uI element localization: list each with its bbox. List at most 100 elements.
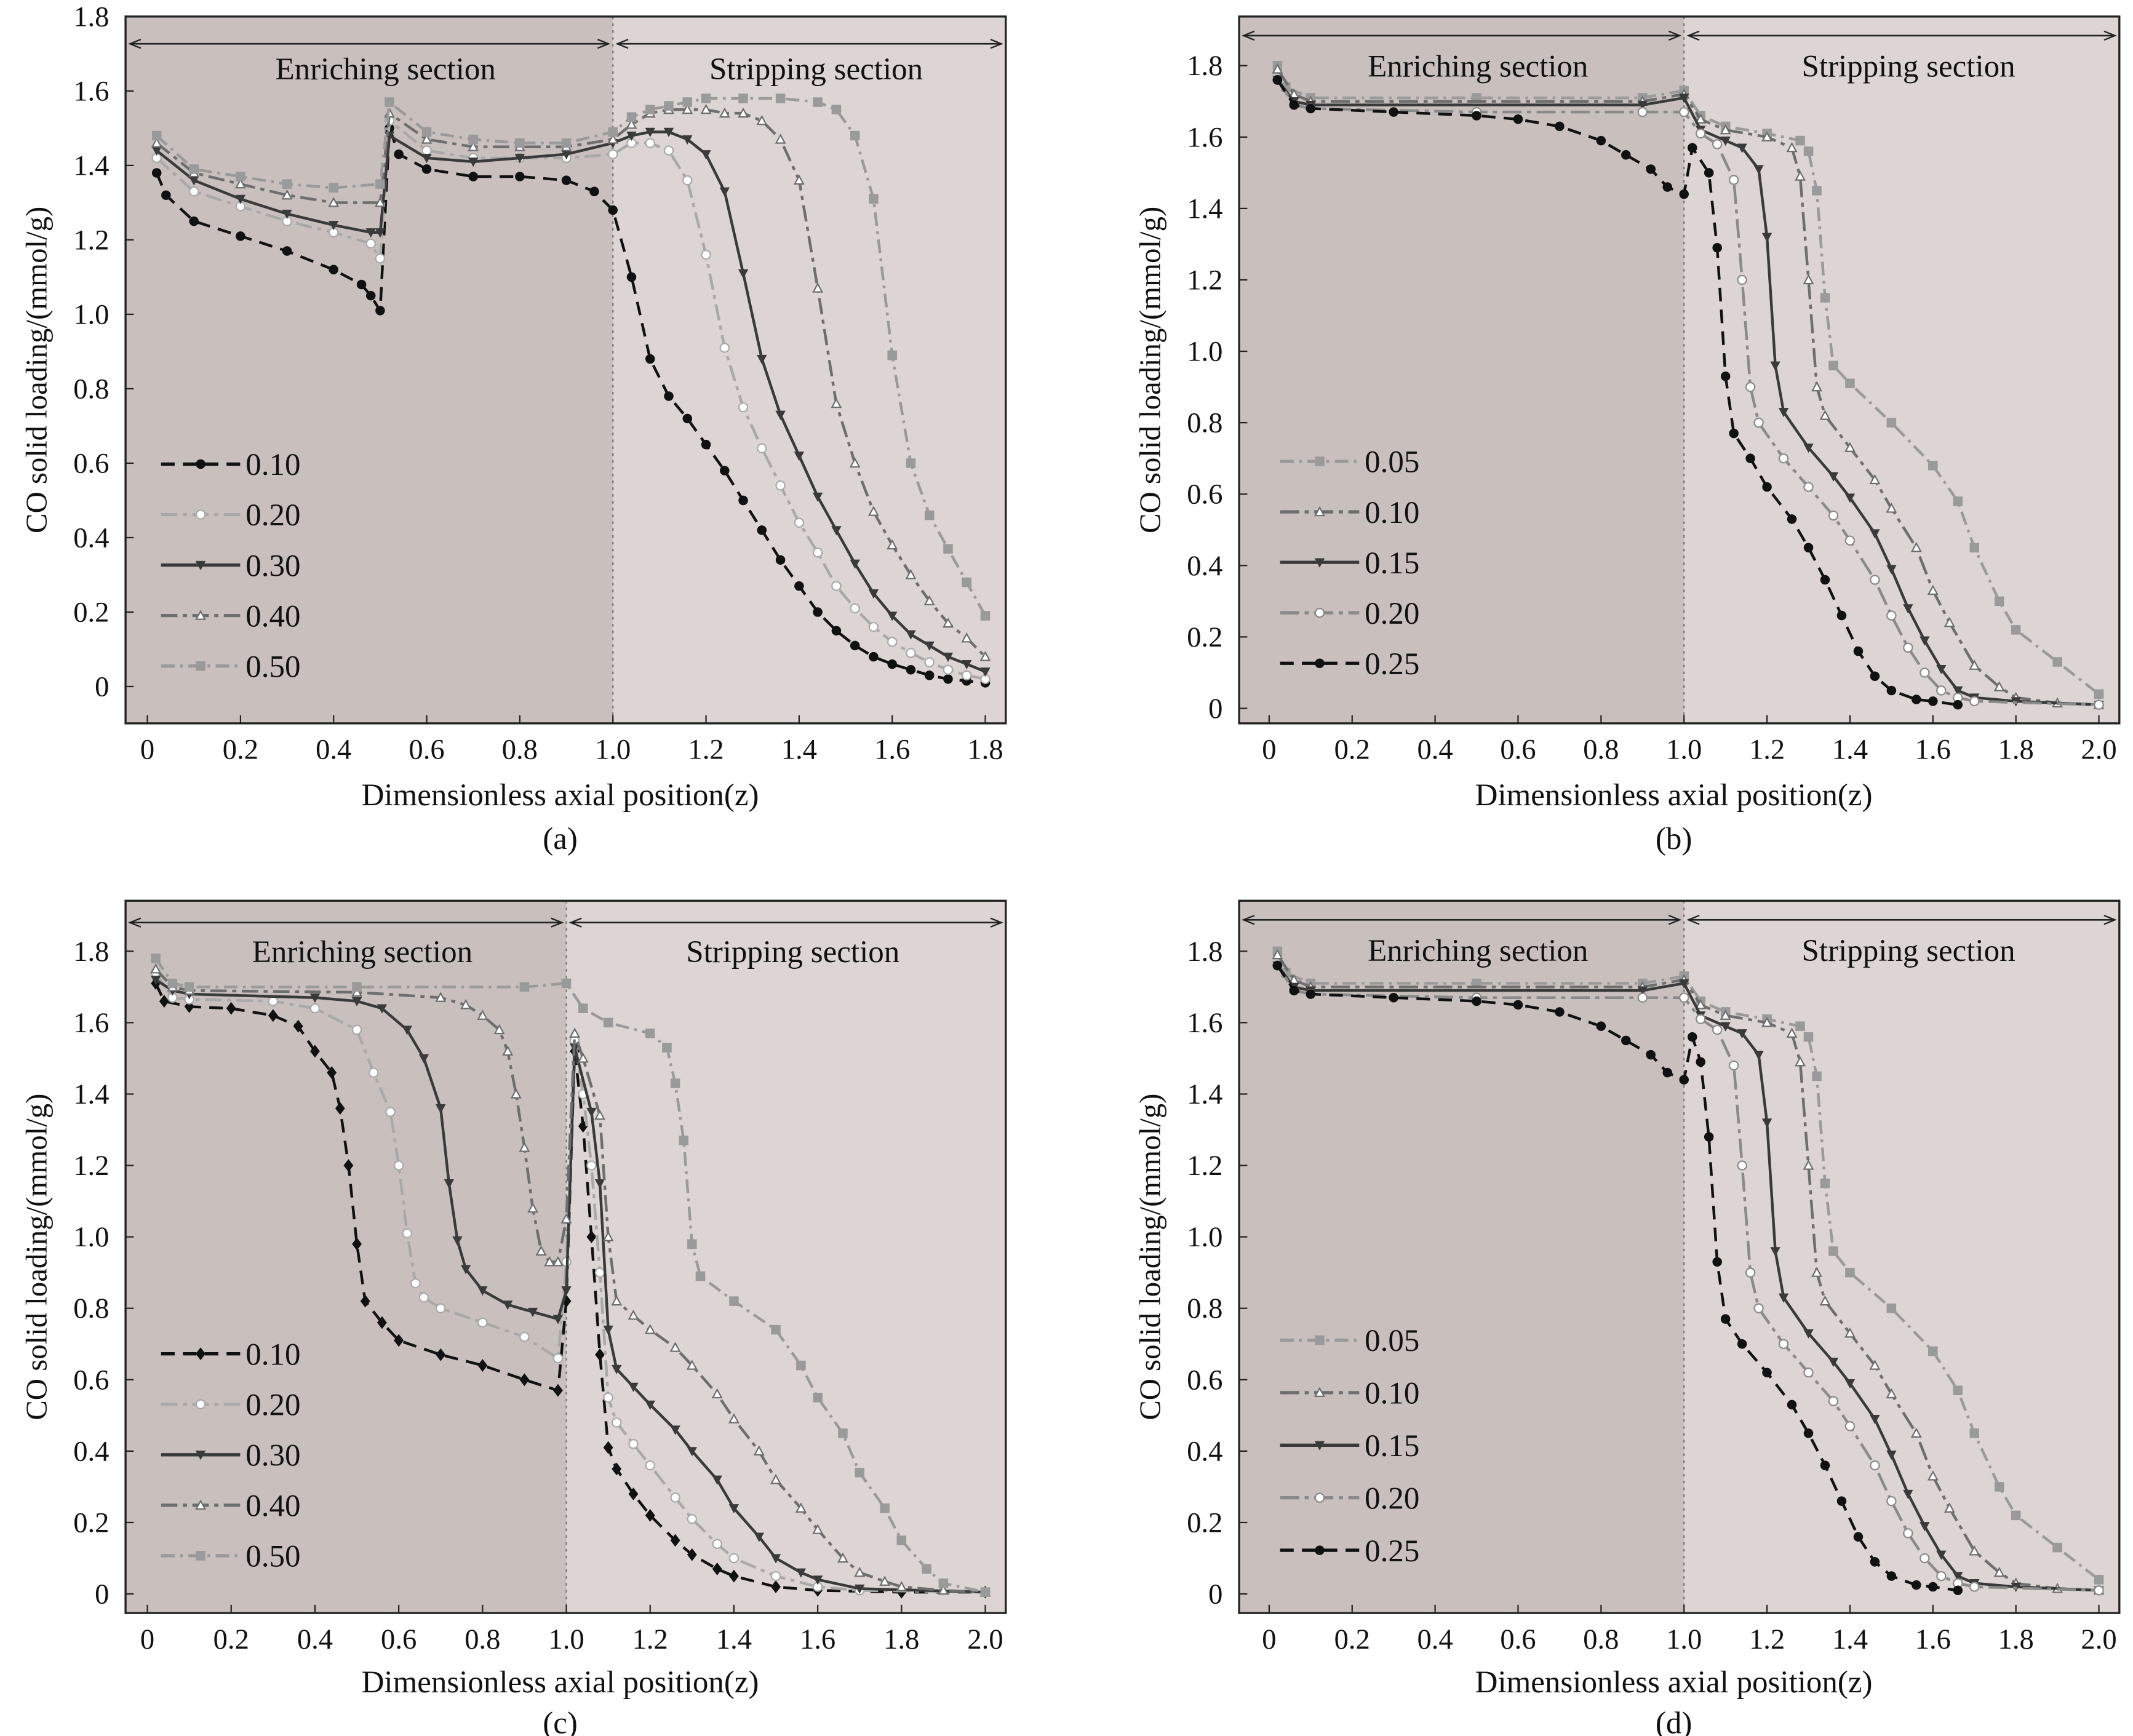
chart-panel-a: Enriching section Stripping section 0 0.2 0.… [20, 1, 1007, 856]
y-tick-label: 1.8 [1187, 936, 1222, 968]
y-tick-label: 0.4 [73, 1435, 109, 1467]
data-point-marker [1853, 646, 1864, 656]
x-tick-label: 1.4 [1832, 734, 1868, 766]
data-point-marker [1969, 696, 1980, 707]
data-point-marker [757, 354, 767, 365]
data-point-marker [1844, 493, 1856, 503]
data-point-marker [1389, 107, 1398, 117]
legend-item: 0.20 [161, 1388, 301, 1422]
plot-frame [124, 899, 1007, 1614]
data-point-marker [167, 978, 178, 989]
x-axis-title: Dimensionless axial position(z) [1475, 1665, 1873, 1700]
stripping-region-background [566, 901, 1006, 1614]
data-point-marker [626, 118, 637, 129]
legend-item: 0.40 [161, 1489, 301, 1524]
data-point-marker [1844, 1327, 1856, 1338]
x-tick-label: 1.0 [1666, 1623, 1702, 1655]
data-point-marker [645, 127, 655, 137]
data-point-marker [552, 1256, 564, 1267]
legend-item: 0.10 [161, 1337, 301, 1372]
y-tick-label: 0.8 [1187, 1292, 1222, 1324]
series-line [154, 978, 986, 1594]
data-point-marker [1828, 1246, 1838, 1256]
legend-label: 0.25 [1365, 647, 1419, 682]
x-tick-label: 1.6 [874, 734, 910, 766]
data-point-marker [1761, 1016, 1773, 1027]
data-point-marker [887, 637, 898, 647]
data-point-marker [1869, 1360, 1881, 1370]
data-point-marker [1886, 1451, 1897, 1460]
data-point-marker [608, 127, 618, 137]
data-point-marker [1928, 1346, 1938, 1356]
data-point-marker [1953, 686, 1963, 696]
y-tick-label: 1.2 [73, 1150, 109, 1182]
data-point-marker [519, 1331, 530, 1342]
data-point-marker [452, 1236, 463, 1246]
series-line [1276, 965, 2099, 1592]
y-tick-label: 1.2 [1187, 1150, 1222, 1182]
data-point-marker [1314, 607, 1325, 618]
data-point-marker [701, 150, 711, 160]
data-point-marker [1886, 685, 1897, 696]
data-point-marker [712, 1563, 722, 1575]
data-point-marker [1704, 168, 1714, 178]
data-point-marker [670, 1534, 680, 1547]
data-point-marker [770, 1571, 781, 1582]
data-point-marker [1662, 182, 1673, 192]
plot-frame [1238, 899, 2121, 1614]
data-point-marker [527, 1202, 539, 1213]
y-tick-label: 0.8 [73, 373, 109, 405]
data-point-marker [813, 1393, 823, 1403]
data-point-marker [775, 555, 786, 565]
data-point-marker [729, 1296, 739, 1306]
data-point-marker [712, 1475, 722, 1485]
x-tick-label: 1.6 [1915, 1623, 1951, 1655]
data-point-marker [1845, 378, 1855, 389]
data-point-marker [602, 1231, 614, 1241]
data-point-marker [1272, 949, 1283, 960]
data-point-marker [775, 133, 786, 144]
data-point-marker [1845, 1267, 1855, 1278]
y-tick-label: 1.4 [1187, 1078, 1222, 1110]
data-point-marker [159, 995, 169, 1008]
data-point-marker [812, 1524, 824, 1534]
data-point-marker [586, 1107, 597, 1117]
data-point-marker [943, 674, 953, 684]
series-0.30 [150, 976, 991, 1598]
x-tick-label: 2.0 [2081, 1623, 2116, 1655]
data-point-marker [775, 480, 786, 491]
x-axis-title: Dimensionless axial position(z) [362, 778, 759, 813]
data-point-marker [831, 626, 842, 635]
data-point-marker [962, 577, 972, 587]
data-point-marker [421, 164, 432, 174]
data-point-marker [1795, 135, 1805, 146]
data-point-marker [195, 560, 206, 571]
series-0.25 [1272, 960, 1963, 1596]
data-point-marker [775, 94, 786, 103]
data-point-marker [2011, 1510, 2021, 1521]
y-tick-label: 1.6 [73, 1007, 109, 1039]
legend-item: 0.30 [161, 1439, 301, 1473]
panel-label: (c) [543, 1706, 578, 1736]
data-point-marker [645, 354, 655, 364]
data-point-marker [924, 671, 935, 680]
data-point-marker [608, 205, 618, 215]
data-point-marker [436, 1348, 446, 1361]
data-point-marker [418, 1054, 429, 1064]
data-point-marker [1920, 1553, 1930, 1564]
data-point-marker [195, 1451, 206, 1460]
data-point-marker [753, 1445, 765, 1455]
panel-label: (b) [1656, 822, 1692, 856]
data-point-marker [1953, 1585, 1963, 1596]
data-point-marker [2094, 699, 2104, 710]
data-point-marker [887, 350, 897, 360]
data-point-marker [1994, 1482, 2004, 1492]
data-point-marker [356, 279, 367, 290]
x-tick-label: 0.8 [1583, 1623, 1619, 1655]
data-point-marker [309, 1003, 321, 1014]
x-tick-label: 0.6 [409, 734, 444, 766]
x-tick-label: 1.0 [1666, 734, 1702, 766]
data-point-marker [1720, 1314, 1731, 1324]
legend-label: 0.20 [1365, 1481, 1419, 1516]
data-point-marker [626, 112, 637, 122]
